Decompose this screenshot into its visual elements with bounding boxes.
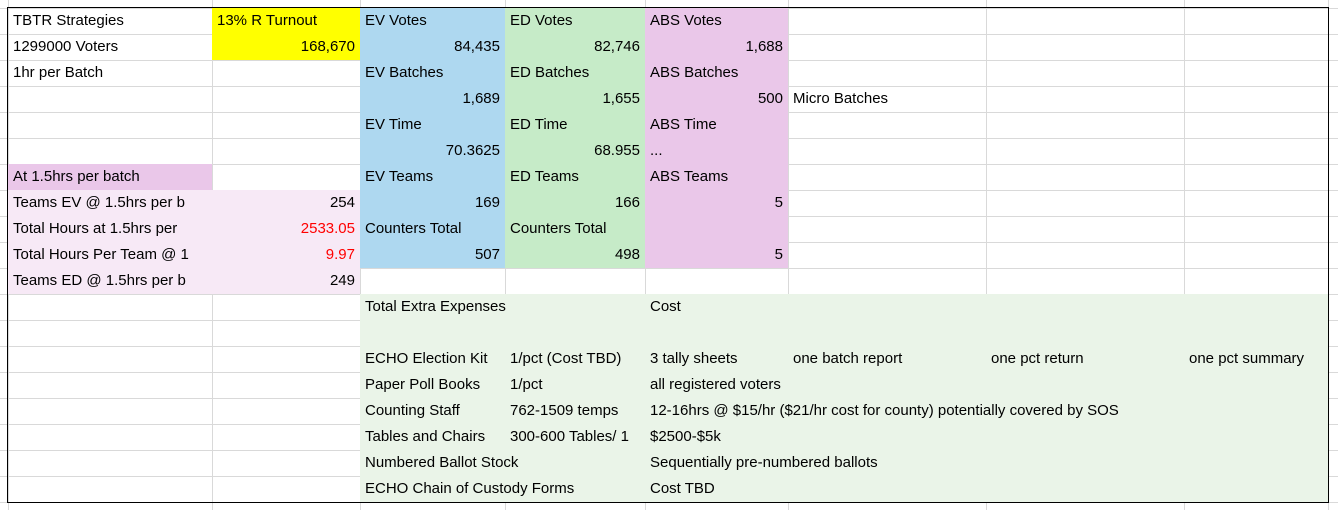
cell-B2[interactable]: 168,670 (300, 38, 355, 55)
cell-C15[interactable]: Paper Poll Books (365, 376, 481, 393)
cell-A9[interactable]: Total Hours at 1.5hrs per (13, 220, 178, 237)
cell-A2[interactable]: 1299000 Voters (13, 38, 119, 55)
cell-A10[interactable]: Total Hours Per Team @ 1 (13, 246, 189, 263)
cell-B9[interactable]: 2533.05 (300, 220, 355, 237)
cell-F4[interactable]: Micro Batches (793, 90, 889, 107)
cell-C3[interactable]: EV Batches (365, 64, 444, 81)
gridline (1328, 0, 1329, 510)
cell-A7[interactable]: At 1.5hrs per batch (13, 168, 140, 185)
cell-D3[interactable]: ED Batches (510, 64, 590, 81)
gridline (1184, 0, 1185, 510)
cell-C10[interactable]: 507 (474, 246, 500, 263)
cell-E8[interactable]: 5 (774, 194, 783, 211)
cell-D17[interactable]: 300-600 Tables/ 1 (510, 428, 629, 445)
cell-D2[interactable]: 82,746 (594, 38, 640, 55)
cell-C8[interactable]: 169 (474, 194, 500, 211)
cell-A1[interactable]: TBTR Strategies (13, 12, 124, 29)
cell-F14[interactable]: one batch report (793, 350, 903, 367)
cell-D7[interactable]: ED Teams (510, 168, 579, 185)
gridline (0, 502, 1338, 503)
fill-batch-header (8, 164, 212, 190)
cell-C5[interactable]: EV Time (365, 116, 422, 133)
cell-C14[interactable]: ECHO Election Kit (365, 350, 488, 367)
cell-C18[interactable]: Numbered Ballot Stock (365, 454, 519, 471)
cell-B10[interactable]: 9.97 (325, 246, 355, 263)
cell-E14[interactable]: 3 tally sheets (650, 350, 738, 367)
cell-C6[interactable]: 70.3625 (445, 142, 500, 159)
fill-ev-section (360, 8, 505, 268)
cell-A3[interactable]: 1hr per Batch (13, 64, 104, 81)
cell-D10[interactable]: 498 (614, 246, 640, 263)
cell-E12[interactable]: Cost (650, 298, 681, 315)
cell-D6[interactable]: 68.955 (594, 142, 640, 159)
cell-C4[interactable]: 1,689 (462, 90, 500, 107)
cell-A8[interactable]: Teams EV @ 1.5hrs per b (13, 194, 185, 211)
cell-C7[interactable]: EV Teams (365, 168, 434, 185)
cell-E6[interactable]: ... (650, 142, 663, 159)
fill-batch-calcs (8, 190, 360, 294)
cell-E7[interactable]: ABS Teams (650, 168, 729, 185)
cell-E5[interactable]: ABS Time (650, 116, 717, 133)
fill-abs-section (645, 8, 788, 268)
cell-B8[interactable]: 254 (329, 194, 355, 211)
cell-C16[interactable]: Counting Staff (365, 402, 460, 419)
cell-D9[interactable]: Counters Total (510, 220, 607, 237)
cell-G14[interactable]: one pct return (991, 350, 1084, 367)
cell-E15[interactable]: all registered voters (650, 376, 781, 393)
cell-C19[interactable]: ECHO Chain of Custody Forms (365, 480, 575, 497)
cell-A11[interactable]: Teams ED @ 1.5hrs per b (13, 272, 186, 289)
cell-E16[interactable]: 12-16hrs @ $15/hr ($21/hr cost for count… (650, 402, 1119, 419)
cell-B11[interactable]: 249 (329, 272, 355, 289)
gridline (986, 0, 987, 510)
cell-C12[interactable]: Total Extra Expenses (365, 298, 506, 315)
cell-D1[interactable]: ED Votes (510, 12, 573, 29)
cell-E2[interactable]: 1,688 (745, 38, 783, 55)
cell-E18[interactable]: Sequentially pre-numbered ballots (650, 454, 878, 471)
cell-D15[interactable]: 1/pct (510, 376, 543, 393)
cell-E10[interactable]: 5 (774, 246, 783, 263)
cell-E3[interactable]: ABS Batches (650, 64, 739, 81)
cell-C2[interactable]: 84,435 (454, 38, 500, 55)
cell-E17[interactable]: $2500-$5k (650, 428, 721, 445)
gridline (788, 0, 789, 510)
cell-D5[interactable]: ED Time (510, 116, 568, 133)
cell-E4[interactable]: 500 (757, 90, 783, 107)
fill-expenses-section (360, 294, 1328, 502)
fill-ed-section (505, 8, 645, 268)
cell-C17[interactable]: Tables and Chairs (365, 428, 486, 445)
cell-B1[interactable]: 13% R Turnout (217, 12, 318, 29)
cell-E1[interactable]: ABS Votes (650, 12, 722, 29)
cell-H14[interactable]: one pct summary (1189, 350, 1305, 367)
cell-E19[interactable]: Cost TBD (650, 480, 715, 497)
cell-C9[interactable]: Counters Total (365, 220, 462, 237)
gridline (0, 268, 1338, 269)
cell-D16[interactable]: 762-1509 temps (510, 402, 619, 419)
fill-turnout-highlight (212, 8, 360, 60)
cell-D8[interactable]: 166 (614, 194, 640, 211)
cell-C1[interactable]: EV Votes (365, 12, 427, 29)
cell-D14[interactable]: 1/pct (Cost TBD) (510, 350, 622, 367)
cell-D4[interactable]: 1,655 (602, 90, 640, 107)
